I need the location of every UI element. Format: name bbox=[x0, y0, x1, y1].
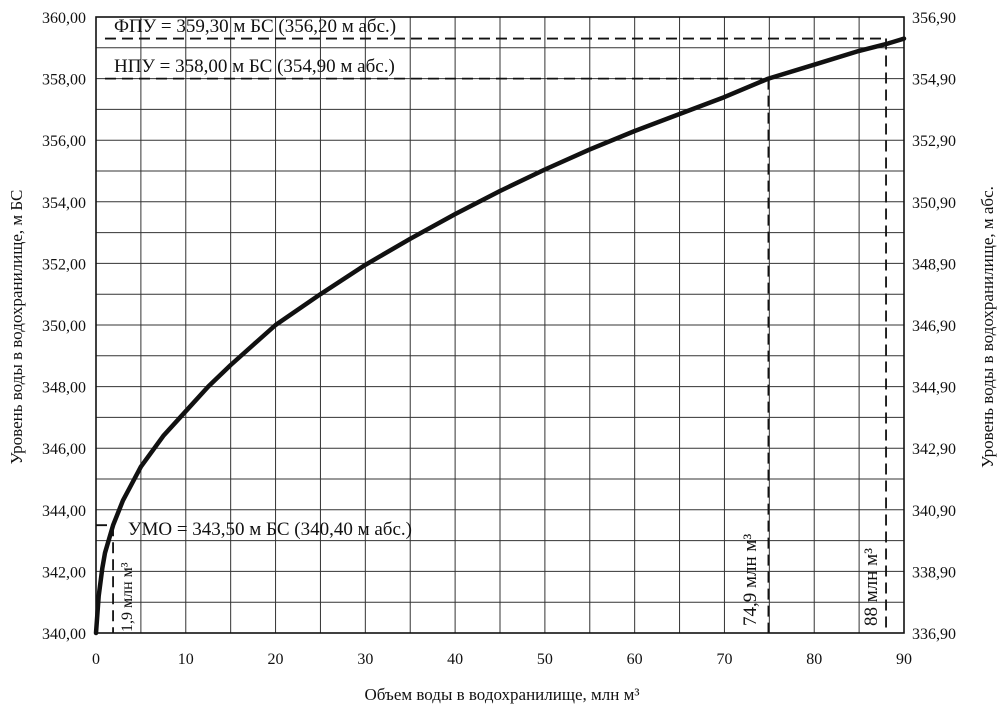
vol-fpu-label: 88 млн м³ bbox=[861, 548, 882, 626]
x-tick-label: 50 bbox=[537, 651, 553, 668]
vol-umo-label: 1,9 млн м³ bbox=[119, 562, 136, 632]
x-tick-label: 40 bbox=[447, 651, 463, 668]
x-tick-label: 60 bbox=[627, 651, 643, 668]
y-tick-label-right: 338,90 bbox=[912, 564, 956, 581]
y-tick-label-right: 344,90 bbox=[912, 380, 956, 397]
x-tick-label: 30 bbox=[357, 651, 373, 668]
y-tick-label-left: 342,00 bbox=[42, 564, 86, 581]
fpu-label: ФПУ = 359,30 м БС (356,20 м абс.) bbox=[114, 16, 396, 37]
y-tick-label-left: 356,00 bbox=[42, 133, 86, 150]
y-tick-label-right: 348,90 bbox=[912, 256, 956, 273]
y-tick-label-right: 346,90 bbox=[912, 318, 956, 335]
y-tick-label-right: 350,90 bbox=[912, 195, 956, 212]
y-tick-label-left: 346,00 bbox=[42, 441, 86, 458]
y-tick-label-left: 358,00 bbox=[42, 72, 86, 89]
curve-group bbox=[93, 36, 907, 636]
x-tick-label: 90 bbox=[896, 651, 912, 668]
x-tick-label: 70 bbox=[716, 651, 732, 668]
y-tick-label-left: 348,00 bbox=[42, 380, 86, 397]
y-tick-label-left: 340,00 bbox=[42, 626, 86, 643]
npu-label: НПУ = 358,00 м БС (354,90 м абс.) bbox=[114, 56, 395, 77]
y-tick-label-left: 354,00 bbox=[42, 195, 86, 212]
reference-lines bbox=[96, 37, 887, 633]
x-tick-label: 20 bbox=[268, 651, 284, 668]
vol-npu-label: 74,9 млн м³ bbox=[740, 534, 761, 626]
y-axis-label-right: Уровень воды в водохранилище, м абс. bbox=[978, 186, 997, 468]
x-tick-label: 0 bbox=[92, 651, 100, 668]
tick-labels: 0 10 20 30 40 50 60 70 80 90 340,00 342,00 344,00 346… bbox=[42, 10, 956, 668]
y-tick-label-right: 352,90 bbox=[912, 133, 956, 150]
x-tick-label: 10 bbox=[178, 651, 194, 668]
y-tick-label-right: 340,90 bbox=[912, 503, 956, 520]
y-tick-label-left: 352,00 bbox=[42, 256, 86, 273]
plot-frame bbox=[95, 16, 905, 634]
y-tick-label-left: 344,00 bbox=[42, 503, 86, 520]
y-tick-label-right: 336,90 bbox=[912, 626, 956, 643]
y-tick-label-left: 360,00 bbox=[42, 10, 86, 27]
y-tick-label-right: 354,90 bbox=[912, 72, 956, 89]
x-tick-label: 80 bbox=[806, 651, 822, 668]
y-tick-label-right: 342,90 bbox=[912, 441, 956, 458]
volume-level-curve bbox=[93, 36, 907, 636]
grid bbox=[95, 16, 905, 634]
umo-label: УМО = 343,50 м БС (340,40 м абс.) bbox=[128, 519, 412, 540]
x-axis-label: Объем воды в водохранилище, млн м³ bbox=[365, 685, 640, 704]
y-axis-label-left: Уровень воды в водохранилище, м БС bbox=[7, 190, 26, 465]
y-tick-label-right: 356,90 bbox=[912, 10, 956, 27]
y-tick-label-left: 350,00 bbox=[42, 318, 86, 335]
